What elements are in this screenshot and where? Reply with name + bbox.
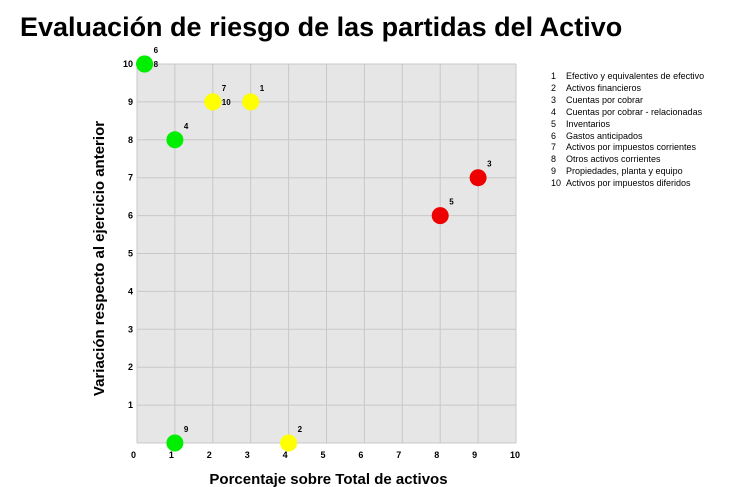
x-tick-label: 1 bbox=[169, 450, 174, 460]
x-tick-label: 5 bbox=[321, 450, 326, 460]
data-point-3 bbox=[469, 169, 487, 187]
legend-item-number: 6 bbox=[551, 130, 557, 141]
y-axis-label: Variación respecto al ejercicio anterior bbox=[91, 121, 108, 396]
legend-item-number: 1 bbox=[551, 71, 557, 81]
x-axis-label: Porcentaje sobre Total de activos bbox=[209, 471, 447, 487]
y-tick-label: 8 bbox=[128, 135, 133, 145]
data-point-2 bbox=[280, 434, 298, 452]
legend-item-text: Otros activos corrientes bbox=[566, 154, 661, 165]
x-tick-label: 2 bbox=[207, 450, 212, 460]
point-label-2: 2 bbox=[298, 425, 303, 434]
legend-item: 8 Otros activos corrientes bbox=[551, 154, 704, 166]
legend-item-text: Propiedades, planta y equipo bbox=[566, 166, 683, 177]
legend-item-text: Inventarios bbox=[566, 118, 611, 129]
data-point-5 bbox=[431, 207, 449, 225]
y-tick-label: 3 bbox=[128, 324, 133, 334]
legend-item-number: 8 bbox=[551, 154, 557, 165]
x-tick-label: 0 bbox=[131, 450, 136, 460]
legend-item: 6 Gastos anticipados bbox=[551, 131, 704, 143]
point-label-7: 7 bbox=[222, 84, 227, 93]
legend-item: 10 Activos por impuestos diferidos bbox=[551, 178, 704, 190]
point-labels: 1 2 3 4 5 6 7 8 9 10 bbox=[154, 46, 493, 434]
point-label-1: 1 bbox=[260, 84, 265, 93]
y-tick-label: 10 bbox=[123, 59, 133, 69]
legend-item: 4 Cuentas por cobrar - relacionadas bbox=[551, 107, 704, 119]
y-tick-label: 6 bbox=[128, 211, 133, 221]
y-tick-label: 5 bbox=[128, 249, 133, 259]
legend-item-text: Cuentas por cobrar bbox=[566, 94, 644, 105]
legend-item-number: 9 bbox=[551, 166, 557, 177]
x-tick-label: 7 bbox=[396, 450, 401, 460]
legend-item-text: Efectivo y equivalentes de efectivo bbox=[566, 71, 705, 81]
chart-title: Evaluación de riesgo de las partidas del… bbox=[20, 12, 623, 42]
grid-lines bbox=[136, 63, 517, 444]
x-tick-label: 9 bbox=[472, 450, 477, 460]
legend-item: 3 Cuentas por cobrar bbox=[551, 95, 704, 107]
y-tick-label: 9 bbox=[128, 97, 133, 107]
point-label-3: 3 bbox=[487, 160, 492, 169]
legend-item: 2 Activos financieros bbox=[551, 83, 704, 95]
legend-item-number: 4 bbox=[551, 106, 557, 117]
tick-labels: 0 1 2 3 4 5 6 7 8 9 10 1 2 3 4 5 6 7 8 9 10 bbox=[123, 59, 520, 460]
legend-item-number: 10 bbox=[551, 178, 562, 189]
legend-item-text: Cuentas por cobrar - relacionadas bbox=[566, 106, 703, 117]
point-label-6: 6 bbox=[154, 46, 159, 55]
x-tick-label: 10 bbox=[510, 450, 520, 460]
y-tick-label: 2 bbox=[128, 362, 133, 372]
point-label-9: 9 bbox=[184, 425, 189, 434]
legend-item-text: Activos financieros bbox=[566, 82, 642, 93]
data-point-1 bbox=[242, 93, 260, 111]
point-label-4: 4 bbox=[184, 122, 189, 131]
point-label-10: 10 bbox=[222, 98, 231, 107]
x-tick-label: 6 bbox=[358, 450, 363, 460]
y-tick-label: 4 bbox=[128, 286, 133, 296]
data-point-4 bbox=[166, 131, 184, 149]
legend-item: 1 Efectivo y equivalentes de efectivo bbox=[551, 71, 704, 83]
legend-item-text: Gastos anticipados bbox=[566, 130, 643, 141]
legend: 1 Efectivo y equivalentes de efectivo 2 Act… bbox=[551, 71, 704, 190]
legend-item-number: 5 bbox=[551, 118, 557, 129]
legend-item: 5 Inventarios bbox=[551, 119, 704, 131]
data-point-10 bbox=[204, 93, 222, 111]
legend-item-text: Activos por impuestos diferidos bbox=[566, 178, 691, 189]
legend-item: 7 Activos por impuestos corrientes bbox=[551, 142, 704, 154]
point-label-8: 8 bbox=[154, 60, 159, 69]
legend-item-number: 3 bbox=[551, 94, 557, 105]
y-tick-label: 7 bbox=[128, 173, 133, 183]
point-label-5: 5 bbox=[449, 198, 454, 207]
data-points bbox=[136, 55, 487, 452]
legend-item-text: Activos por impuestos corrientes bbox=[566, 142, 697, 153]
x-tick-label: 3 bbox=[245, 450, 250, 460]
legend-item-number: 2 bbox=[551, 82, 557, 93]
x-tick-label: 4 bbox=[283, 450, 288, 460]
x-tick-label: 8 bbox=[434, 450, 439, 460]
legend-item: 9 Propiedades, planta y equipo bbox=[551, 166, 704, 178]
y-tick-label: 1 bbox=[128, 400, 133, 410]
legend-item-number: 7 bbox=[551, 142, 557, 153]
data-point-8 bbox=[136, 55, 154, 73]
data-point-9 bbox=[166, 434, 184, 452]
